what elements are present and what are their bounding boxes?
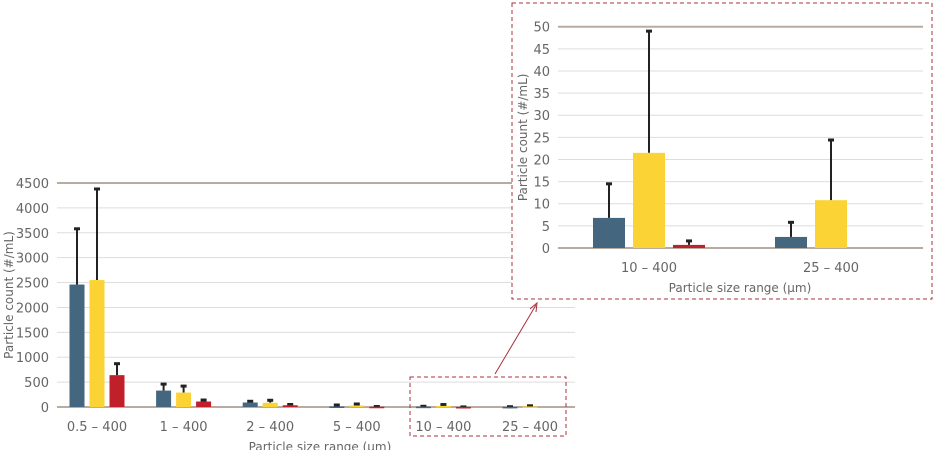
zoom-region-box [409,376,567,437]
y-tick-label: 40 [533,65,550,80]
inset-box [511,2,933,300]
bar [522,406,538,408]
bar [633,152,665,248]
x-tick-label: 25 – 400 [803,261,859,276]
chart-1: 0 5 10 15 20 25 30 35 40 45 50 10 – 400 25 – 400 Part… [516,21,923,295]
y-tick-label: 500 [24,376,49,391]
x-axis-title: Particle size range (µm) [669,281,812,295]
y-tick-label: 1000 [16,351,49,366]
y-tick-label: 50 [533,21,550,36]
bar [242,402,258,407]
y-axis-title: Particle count (#/mL) [516,74,530,202]
bar [415,406,431,409]
y-axis-title: Particle count (#/mL) [2,231,16,359]
bar [196,401,212,407]
bar [815,200,847,248]
bar [109,375,125,407]
x-tick-label: 10 – 400 [621,261,677,276]
x-tick-label: 5 – 400 [333,420,381,435]
x-tick-label: 2 – 400 [246,420,294,435]
bar [89,280,105,407]
bar [282,405,298,407]
bar [329,406,345,409]
bar [349,405,365,408]
y-tick-label: 15 [533,176,550,191]
y-tick-label: 2000 [16,301,49,316]
arrow-head [529,301,538,313]
y-tick-label: 25 [533,131,550,146]
bar [262,402,278,407]
y-tick-label: 10 [533,198,550,213]
y-tick-label: 35 [533,87,550,102]
bar [502,406,518,409]
y-tick-label: 1500 [16,326,49,341]
y-tick-label: 30 [533,109,550,124]
bar [435,405,451,408]
x-tick-label: 1 – 400 [160,420,208,435]
y-tick-label: 45 [533,43,550,58]
chart-0: 0 500 1000 1500 2000 2500 3000 3500 4000 4500 0.5 … [2,177,575,450]
bar [69,284,85,407]
bar [593,217,625,248]
x-tick-label: 0.5 – 400 [67,420,127,435]
y-tick-label: 4500 [16,177,49,192]
bar [673,244,705,248]
y-tick-label: 2500 [16,277,49,292]
y-tick-label: 0 [542,242,550,257]
y-tick-label: 3500 [16,227,49,242]
callout-arrow [494,304,537,375]
x-tick-label: 10 – 400 [415,420,471,435]
x-axis-title: Particle size range (µm) [249,440,392,450]
y-tick-label: 5 [542,220,550,235]
bar [369,406,385,409]
x-tick-label: 25 – 400 [502,420,558,435]
bar [775,236,807,248]
bar [176,392,192,407]
y-tick-label: 0 [41,401,49,416]
y-tick-label: 4000 [16,202,49,217]
bar [455,406,471,409]
y-tick-label: 20 [533,153,550,168]
y-tick-label: 3000 [16,252,49,267]
bar [156,390,172,407]
